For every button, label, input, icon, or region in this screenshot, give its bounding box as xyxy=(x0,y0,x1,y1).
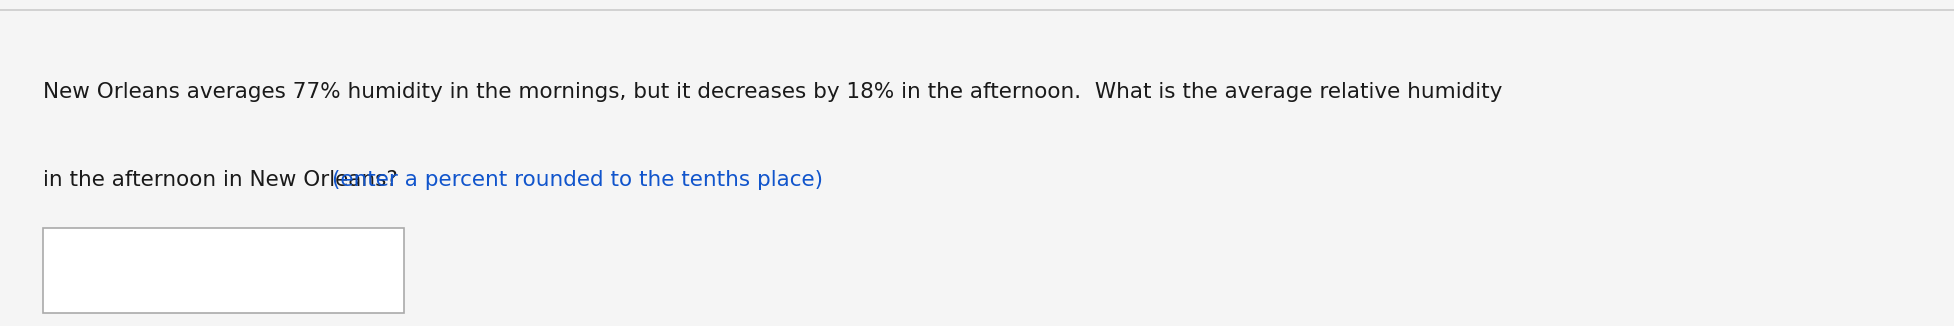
FancyBboxPatch shape xyxy=(43,228,404,313)
Text: (enter a percent rounded to the tenths place): (enter a percent rounded to the tenths p… xyxy=(332,170,823,189)
Text: in the afternoon in New Orleans?: in the afternoon in New Orleans? xyxy=(43,170,412,189)
Text: New Orleans averages 77% humidity in the mornings, but it decreases by 18% in th: New Orleans averages 77% humidity in the… xyxy=(43,82,1503,101)
